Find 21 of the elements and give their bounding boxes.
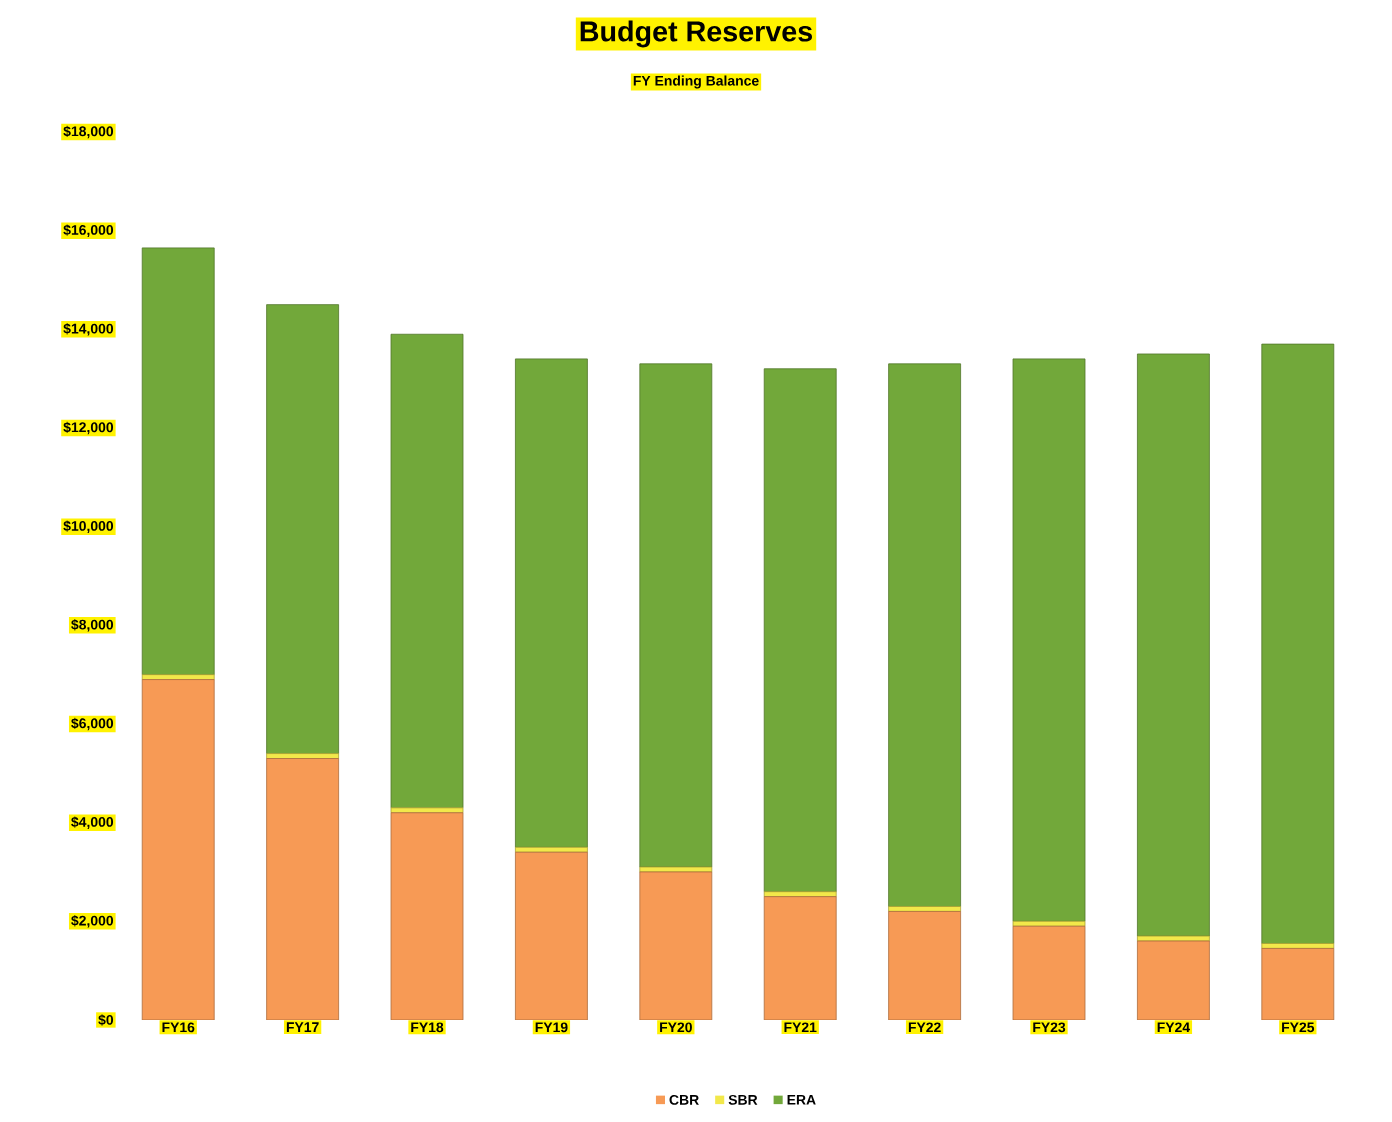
- bar: [763, 896, 837, 1020]
- bar: [1012, 358, 1086, 922]
- bar: [763, 368, 837, 893]
- bar: [639, 363, 713, 868]
- bar: [1137, 353, 1210, 937]
- bar: [1012, 925, 1086, 1020]
- bar: [639, 871, 713, 1020]
- bar: [390, 333, 464, 809]
- bar: [515, 851, 588, 1020]
- bar: [1261, 343, 1335, 944]
- bar: [888, 363, 962, 907]
- bar: [390, 812, 464, 1020]
- bar: [141, 679, 215, 1020]
- chart-title: Budget Reserves: [580, 20, 812, 48]
- bar: [515, 358, 588, 848]
- bar: [888, 911, 961, 1020]
- bar: [1137, 940, 1210, 1020]
- bar: [266, 304, 340, 754]
- bar: [141, 247, 215, 676]
- bar: [1261, 948, 1335, 1020]
- bar: [266, 758, 340, 1020]
